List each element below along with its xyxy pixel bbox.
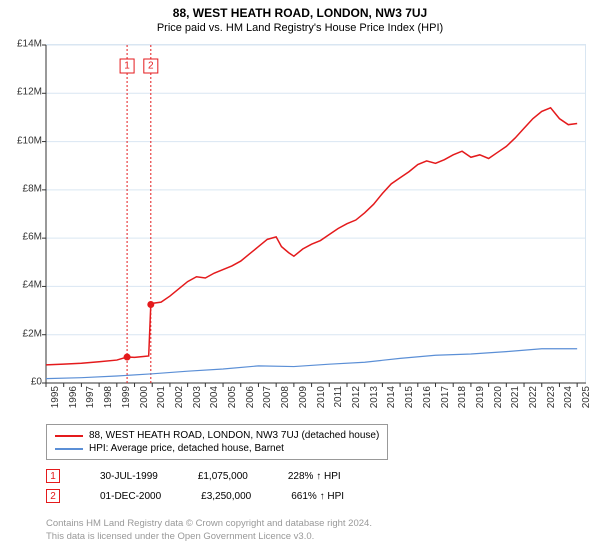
event-row-2: 2 01-DEC-2000 £3,250,000 661% ↑ HPI bbox=[46, 486, 344, 506]
x-tick-label: 2019 bbox=[475, 386, 486, 408]
x-tick-label: 2006 bbox=[245, 386, 256, 408]
footer: Contains HM Land Registry data © Crown c… bbox=[46, 518, 372, 544]
x-tick-label: 2000 bbox=[139, 386, 150, 408]
x-tick-label: 2004 bbox=[209, 386, 220, 408]
svg-text:2: 2 bbox=[148, 61, 154, 72]
x-tick-label: 2007 bbox=[262, 386, 273, 408]
x-tick-label: 1996 bbox=[68, 386, 79, 408]
event-marker-2: 2 bbox=[46, 489, 60, 503]
legend: 88, WEST HEATH ROAD, LONDON, NW3 7UJ (de… bbox=[46, 424, 388, 460]
x-tick-label: 2015 bbox=[404, 386, 415, 408]
svg-text:1: 1 bbox=[124, 61, 130, 72]
y-tick-label: £10M bbox=[17, 135, 42, 146]
y-tick-label: £4M bbox=[23, 280, 42, 291]
x-tick-label: 2018 bbox=[457, 386, 468, 408]
x-tick-label: 1998 bbox=[103, 386, 114, 408]
x-tick-label: 2011 bbox=[333, 386, 344, 408]
y-tick-label: £12M bbox=[17, 87, 42, 98]
footer-line1: Contains HM Land Registry data © Crown c… bbox=[46, 518, 372, 531]
x-tick-label: 2013 bbox=[369, 386, 380, 408]
chart-title: 88, WEST HEATH ROAD, LONDON, NW3 7UJ bbox=[0, 0, 600, 20]
y-tick-label: £2M bbox=[23, 328, 42, 339]
x-tick-label: 2025 bbox=[581, 386, 592, 408]
legend-label-subject: 88, WEST HEATH ROAD, LONDON, NW3 7UJ (de… bbox=[89, 430, 379, 441]
event-price-2: £3,250,000 bbox=[201, 491, 251, 502]
events-table: 1 30-JUL-1999 £1,075,000 228% ↑ HPI 2 01… bbox=[46, 466, 344, 506]
legend-swatch-subject bbox=[55, 435, 83, 437]
event-delta-1: 228% ↑ HPI bbox=[288, 471, 341, 482]
legend-row-hpi: HPI: Average price, detached house, Barn… bbox=[55, 442, 379, 455]
x-tick-label: 2008 bbox=[280, 386, 291, 408]
x-tick-label: 2003 bbox=[192, 386, 203, 408]
x-tick-label: 2014 bbox=[386, 386, 397, 408]
x-tick-label: 2016 bbox=[422, 386, 433, 408]
chart-subtitle: Price paid vs. HM Land Registry's House … bbox=[0, 20, 600, 34]
x-tick-label: 2020 bbox=[493, 386, 504, 408]
x-tick-label: 2021 bbox=[510, 386, 521, 408]
y-tick-label: £0 bbox=[31, 377, 42, 388]
y-tick-label: £8M bbox=[23, 183, 42, 194]
event-marker-1: 1 bbox=[46, 469, 60, 483]
legend-label-hpi: HPI: Average price, detached house, Barn… bbox=[89, 443, 284, 454]
x-tick-label: 1997 bbox=[85, 386, 96, 408]
chart-container: 88, WEST HEATH ROAD, LONDON, NW3 7UJ Pri… bbox=[0, 0, 600, 560]
event-price-1: £1,075,000 bbox=[198, 471, 248, 482]
x-tick-label: 2017 bbox=[440, 386, 451, 408]
legend-row-subject: 88, WEST HEATH ROAD, LONDON, NW3 7UJ (de… bbox=[55, 429, 379, 442]
x-tick-label: 2023 bbox=[546, 386, 557, 408]
x-tick-label: 2005 bbox=[227, 386, 238, 408]
x-tick-label: 2024 bbox=[563, 386, 574, 408]
x-tick-label: 2022 bbox=[528, 386, 539, 408]
x-tick-label: 1995 bbox=[50, 386, 61, 408]
x-tick-label: 2010 bbox=[316, 386, 327, 408]
footer-line2: This data is licensed under the Open Gov… bbox=[46, 531, 372, 544]
x-tick-label: 2002 bbox=[174, 386, 185, 408]
event-date-2: 01-DEC-2000 bbox=[100, 491, 161, 502]
y-tick-label: £14M bbox=[17, 39, 42, 50]
x-tick-label: 2009 bbox=[298, 386, 309, 408]
x-tick-label: 1999 bbox=[121, 386, 132, 408]
event-delta-2: 661% ↑ HPI bbox=[291, 491, 344, 502]
plot-area: 12 bbox=[46, 44, 586, 382]
event-date-1: 30-JUL-1999 bbox=[100, 471, 158, 482]
x-tick-label: 2001 bbox=[156, 386, 167, 408]
y-tick-label: £6M bbox=[23, 232, 42, 243]
x-tick-label: 2012 bbox=[351, 386, 362, 408]
legend-swatch-hpi bbox=[55, 448, 83, 450]
plot-svg: 12 bbox=[46, 45, 585, 382]
event-row-1: 1 30-JUL-1999 £1,075,000 228% ↑ HPI bbox=[46, 466, 344, 486]
